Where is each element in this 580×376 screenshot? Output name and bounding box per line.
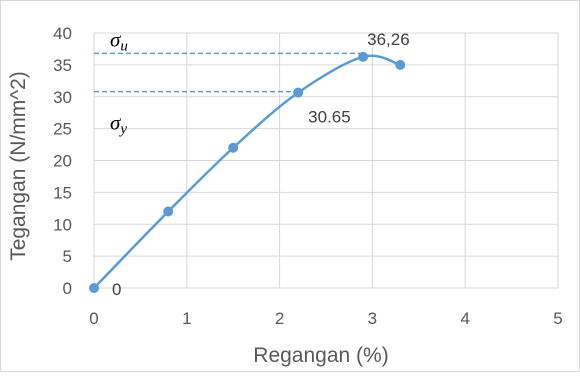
data-point: [228, 142, 239, 153]
y-axis-title: Tegangan (N/mm^2): [7, 71, 30, 261]
sigma-subscript: u: [120, 38, 128, 54]
data-label: 30.65: [308, 108, 351, 127]
y-tick-label: 15: [53, 183, 72, 202]
x-tick-label: 3: [368, 309, 377, 328]
gridlines: [93, 32, 559, 289]
data-point: [293, 87, 304, 98]
y-tick-label: 0: [63, 279, 72, 298]
data-point: [358, 51, 369, 62]
y-tick-label: 5: [63, 247, 72, 266]
data-point: [89, 283, 99, 293]
x-tick-label: 2: [275, 309, 284, 328]
sigma-y-label: σy: [110, 111, 127, 138]
sigma-subscript: y: [118, 122, 127, 138]
axes: 0 5 10 15 20 25 30 35 40 0 1 2 3 4 5: [53, 24, 563, 328]
x-tick-label: 1: [182, 309, 191, 328]
y-tick-label: 40: [53, 24, 72, 43]
data-labels: 0 30.65 36,26: [112, 30, 410, 299]
data-point: [395, 59, 406, 70]
data-label: 0: [112, 280, 121, 299]
y-tick-label: 20: [53, 152, 72, 171]
data-label: 36,26: [367, 30, 410, 49]
y-tick-label: 25: [53, 120, 72, 139]
sigma-u-label: σu: [110, 27, 128, 54]
data-point: [163, 206, 174, 217]
x-axis-title: Regangan (%): [253, 344, 388, 367]
y-tick-label: 35: [53, 56, 72, 75]
x-tick-label: 0: [89, 309, 98, 328]
x-tick-label: 5: [553, 309, 562, 328]
y-tick-label: 10: [53, 215, 72, 234]
series-line: [93, 54, 401, 289]
data-series: [89, 51, 406, 293]
x-tick-label: 4: [460, 309, 469, 328]
y-tick-label: 30: [53, 88, 72, 107]
